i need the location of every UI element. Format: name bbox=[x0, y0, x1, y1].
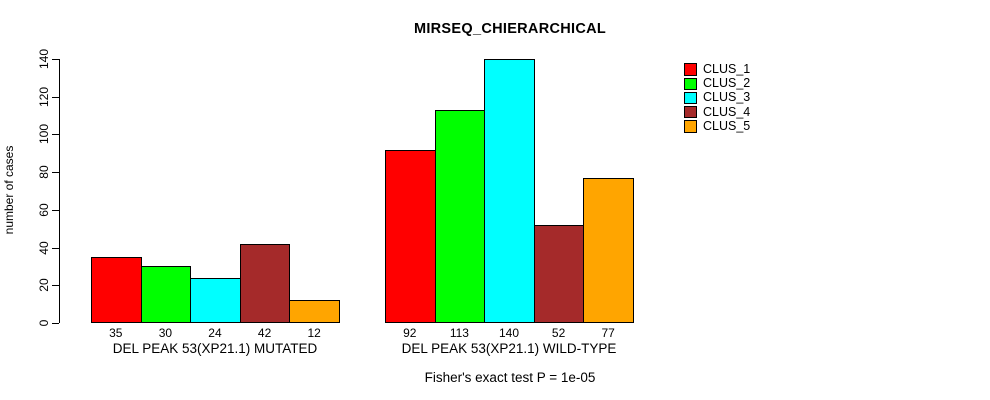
legend-label: CLUS_3 bbox=[703, 90, 751, 105]
legend-swatch-clus_3 bbox=[684, 91, 697, 105]
y-tick-label: 80 bbox=[37, 165, 51, 179]
bar-clus_2-group1 bbox=[140, 266, 192, 323]
bar-clus_1-group2 bbox=[385, 149, 436, 323]
group-label: DEL PEAK 53(XP21.1) WILD-TYPE bbox=[401, 341, 617, 356]
bar-clus_1-group1 bbox=[91, 257, 142, 323]
y-tick-label: 120 bbox=[37, 86, 51, 107]
legend-swatch-clus_1 bbox=[684, 63, 697, 76]
legend-swatch-clus_5 bbox=[684, 120, 697, 133]
bar-value-label: 52 bbox=[551, 326, 566, 340]
y-tick-label: 140 bbox=[37, 48, 51, 70]
y-tick-mark bbox=[52, 172, 59, 174]
bar-clus_4-group2 bbox=[533, 224, 585, 323]
bar-value-label: 113 bbox=[449, 326, 469, 340]
bar-value-label: 35 bbox=[109, 326, 123, 340]
legend-label: CLUS_1 bbox=[703, 62, 751, 77]
y-axis-line bbox=[59, 59, 60, 323]
legend-label: CLUS_4 bbox=[703, 104, 751, 119]
bar-value-label: 140 bbox=[498, 326, 519, 340]
bar-clus_2-group2 bbox=[434, 109, 486, 323]
y-tick-label: 0 bbox=[37, 319, 51, 327]
bar-value-label: 30 bbox=[158, 326, 173, 340]
legend-item-clus_1: CLUS_1 bbox=[684, 63, 750, 76]
bar-clus_5-group2 bbox=[583, 177, 634, 323]
bar-clus_3-group1 bbox=[190, 277, 241, 323]
bar-value-label: 92 bbox=[403, 326, 417, 340]
y-tick-mark bbox=[52, 96, 59, 98]
legend-item-clus_2: CLUS_2 bbox=[684, 76, 751, 91]
bar-value-label: 42 bbox=[257, 326, 272, 340]
legend-label: CLUS_2 bbox=[703, 76, 751, 91]
y-tick-mark bbox=[52, 285, 59, 287]
fisher-test-caption: Fisher's exact test P = 1e-05 bbox=[424, 370, 596, 385]
y-tick-mark bbox=[52, 247, 59, 249]
bar-clus_5-group1 bbox=[289, 300, 340, 323]
legend-swatch-clus_2 bbox=[684, 77, 697, 91]
bar-value-label: 24 bbox=[208, 326, 222, 340]
legend-item-clus_5: CLUS_5 bbox=[684, 118, 751, 133]
y-tick-mark bbox=[52, 209, 59, 211]
bar-clus_4-group1 bbox=[239, 243, 291, 323]
group-label: DEL PEAK 53(XP21.1) MUTATED bbox=[112, 341, 318, 356]
legend: CLUS_1 CLUS_2 CLUS_3 CLUS_4 CLUS_5 bbox=[684, 63, 750, 133]
legend-item-clus_4: CLUS_4 bbox=[684, 104, 751, 119]
legend-swatch-clus_4 bbox=[684, 105, 697, 119]
y-tick-label: 60 bbox=[37, 203, 51, 217]
y-tick-label: 40 bbox=[37, 240, 51, 255]
legend-item-clus_3: CLUS_3 bbox=[684, 90, 751, 105]
y-tick-label: 100 bbox=[37, 124, 51, 145]
y-tick-mark bbox=[52, 134, 59, 136]
y-tick-mark bbox=[52, 323, 59, 324]
bar-value-label: 77 bbox=[601, 326, 615, 340]
legend-label: CLUS_5 bbox=[703, 118, 751, 133]
bar-value-label: 12 bbox=[307, 326, 321, 340]
chart-title: MIRSEQ_CHIERARCHICAL bbox=[413, 21, 607, 37]
bar-clus_3-group2 bbox=[484, 59, 535, 323]
y-tick-label: 20 bbox=[37, 278, 51, 292]
y-axis-label: number of cases bbox=[2, 145, 16, 235]
y-tick-mark bbox=[52, 59, 59, 60]
